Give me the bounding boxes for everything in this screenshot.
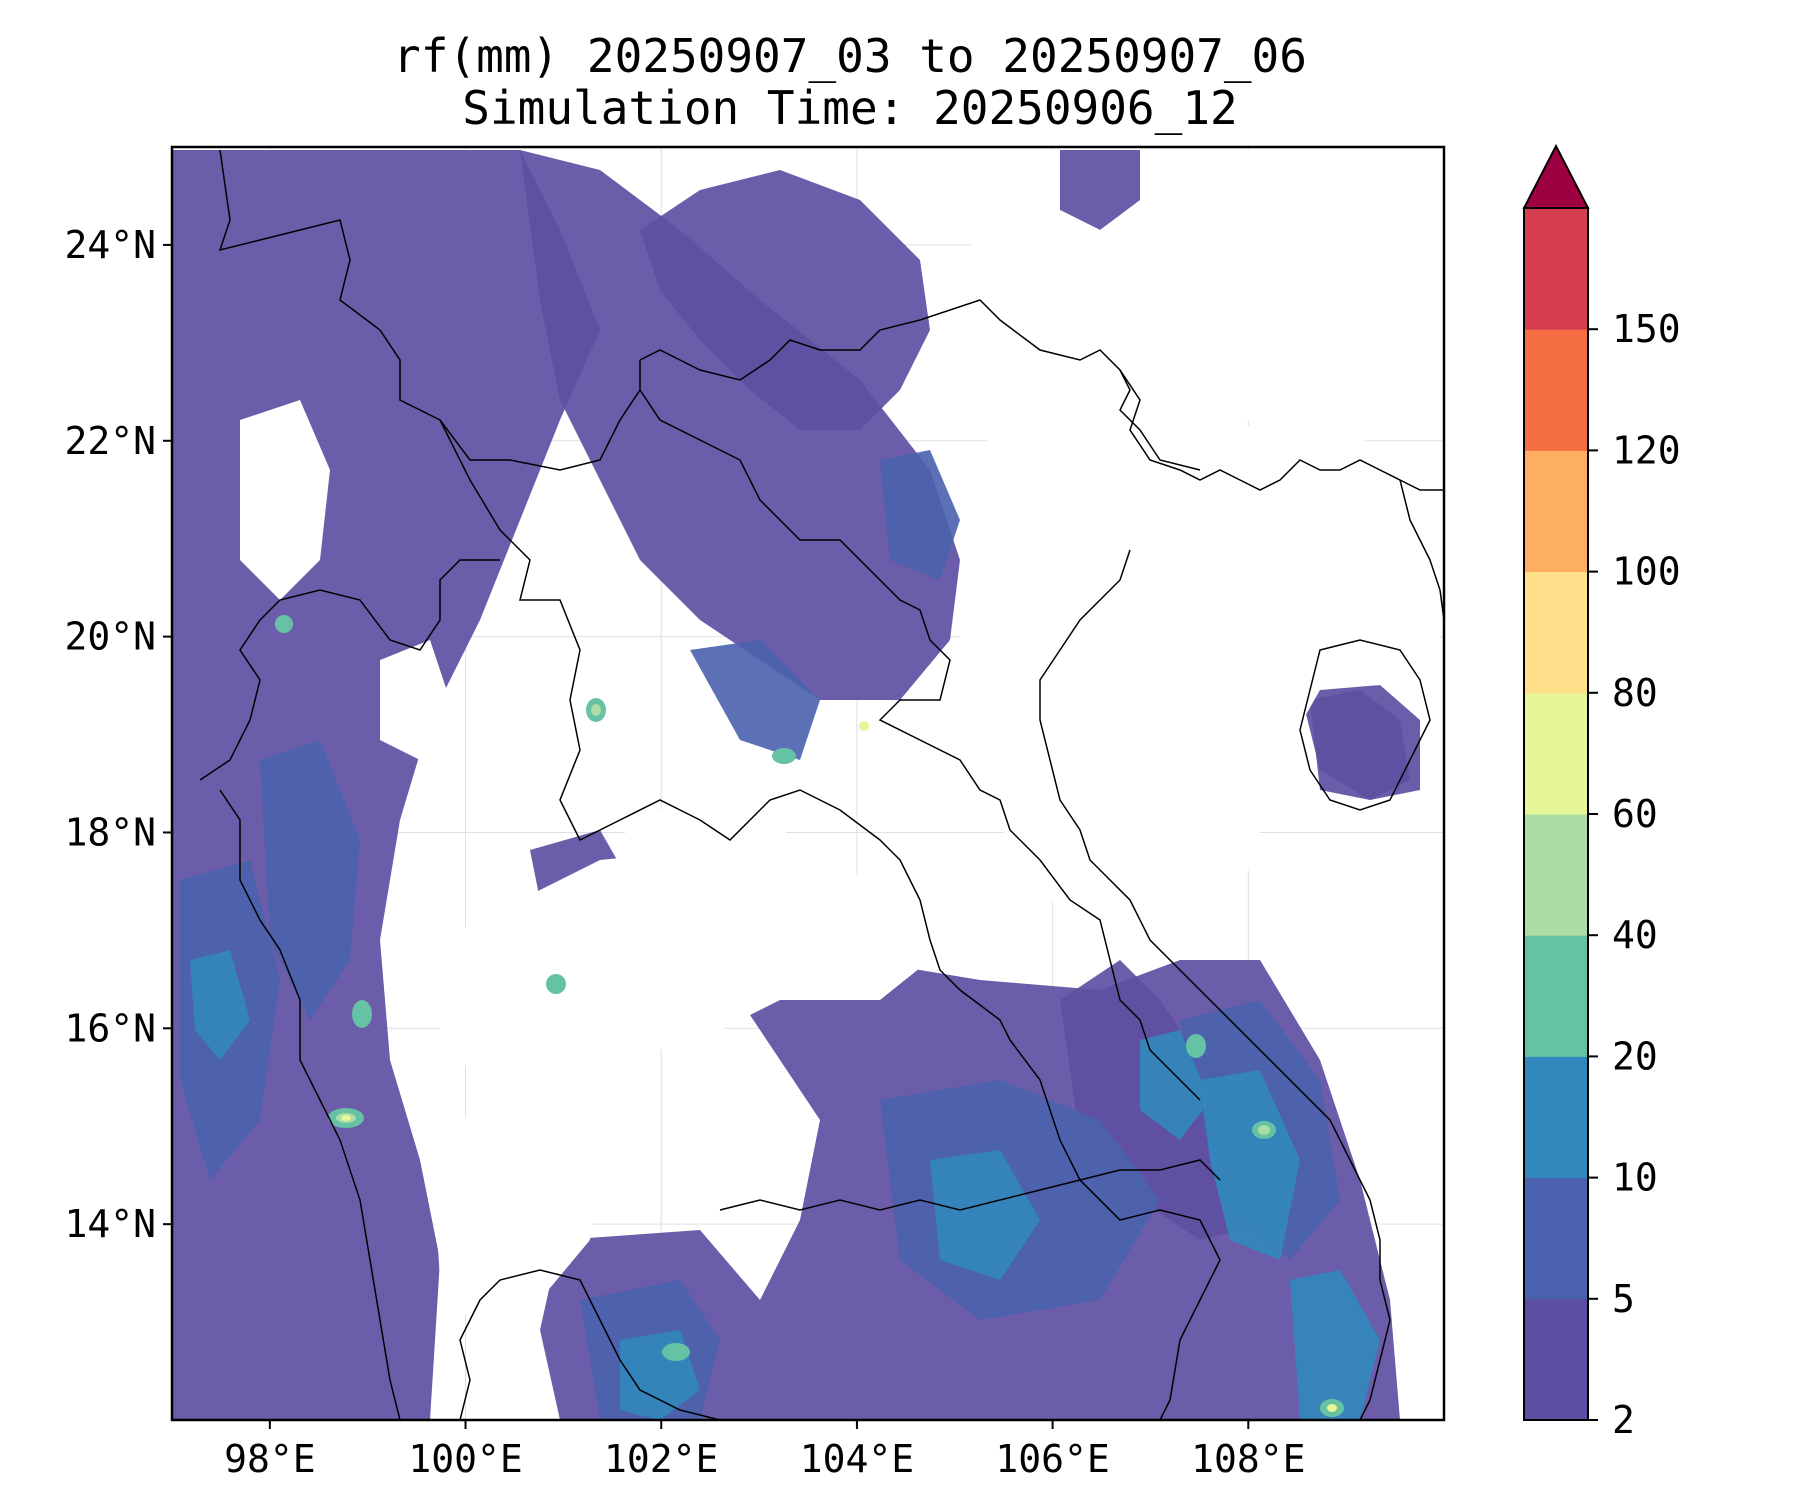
coast-gulf-of-thailand — [459, 1269, 721, 1420]
dry-area-myanmar-east — [240, 400, 330, 600]
coast-hainan — [1299, 639, 1431, 811]
colorbar: 2 5 10 20 40 60 80 100 120 150 — [1522, 143, 1681, 1442]
colorbar-segment — [1524, 571, 1588, 694]
map-title: rf(mm) 20250907_03 to 20250907_06 — [393, 29, 1307, 83]
border-thailand-myanmar — [219, 789, 401, 1420]
rain-60-80-core-3 — [1327, 1404, 1337, 1412]
rain-20-40-spot-8 — [546, 974, 566, 994]
colorbar-label: 10 — [1612, 1156, 1658, 1200]
border-cambodia-vietnam — [1009, 1039, 1221, 1420]
rain-40-60-core-3 — [591, 704, 601, 716]
colorbar-label: 120 — [1612, 428, 1681, 472]
border-thailand-cambodia — [719, 1159, 1221, 1211]
rain-20-40-spot-5 — [772, 748, 796, 764]
colorbar-label: 80 — [1612, 671, 1658, 715]
y-tick-label: 18°N — [64, 810, 156, 854]
colorbar-segment — [1524, 329, 1588, 451]
map-subtitle: Simulation Time: 20250906_12 — [462, 81, 1238, 135]
coastlines-and-borders — [199, 149, 1444, 1420]
colorbar-segment — [1524, 692, 1588, 815]
y-tick-label: 20°N — [64, 615, 156, 659]
colorbar-label: 40 — [1612, 913, 1658, 957]
y-tick-label: 22°N — [64, 419, 156, 463]
rain-5-10-myanmar — [260, 740, 360, 1020]
border-myanmar-china — [218, 149, 641, 471]
colorbar-segment — [1524, 814, 1588, 936]
rain-region-northeast-spots — [1060, 150, 1140, 230]
colorbar-segment — [1524, 208, 1588, 330]
dry-area-thailand — [440, 850, 930, 1080]
rain-20-40-spot-7 — [662, 1343, 690, 1361]
rain-20-40-spot-2 — [1186, 1034, 1206, 1058]
rain-5-10-north — [880, 450, 960, 580]
colorbar-segment — [1524, 1177, 1588, 1300]
colorbar-segment — [1524, 1056, 1588, 1179]
colorbar-label: 150 — [1612, 307, 1681, 351]
colorbar-label: 20 — [1612, 1034, 1658, 1078]
colorbar-label: 2 — [1612, 1398, 1635, 1442]
border-china-laos-vietnam — [639, 299, 1201, 471]
border-laos-vietnam-north — [639, 389, 1011, 831]
map-panel: 98°E 100°E 102°E 104°E 106°E 108°E 24°N 22°N 20°… — [64, 145, 1446, 1481]
dry-area-gulf-thailand — [430, 1110, 600, 1320]
axis-ticks: 98°E 100°E 102°E 104°E 106°E 108°E 24°N 22°N 20°… — [64, 223, 1305, 1481]
border-laos-thailand-mekong — [439, 419, 1011, 1041]
rain-region-north-bands — [520, 150, 960, 700]
rain-region-hainan — [1310, 690, 1410, 800]
rainfall-field — [172, 150, 1444, 1420]
colorbar-label: 100 — [1612, 550, 1681, 594]
x-tick-label: 100°E — [408, 1437, 522, 1481]
rain-20-40-spot-10 — [275, 615, 293, 633]
dry-area-northwest-gap — [380, 640, 450, 760]
y-tick-label: 14°N — [64, 1202, 156, 1246]
coast-vietnam-north — [1119, 369, 1444, 491]
rain-20-40-spot-9 — [352, 1000, 372, 1028]
rain-10-20-vietnam — [930, 1150, 1040, 1280]
coast-leizhou — [1399, 479, 1444, 621]
dry-area-yunnan — [940, 150, 1444, 420]
rain-60-80-core-1 — [341, 1115, 351, 1121]
rain-5-10-laos — [690, 640, 820, 760]
rain-10-20-cambodia-east — [1200, 1070, 1300, 1260]
colorbar-label: 60 — [1612, 792, 1658, 836]
colorbar-label: 5 — [1612, 1277, 1635, 1321]
x-tick-label: 98°E — [224, 1437, 316, 1481]
map-frame — [170, 145, 1446, 1422]
border-laos-vietnam-central — [1009, 829, 1201, 1101]
rain-40-60-core-2 — [1258, 1125, 1270, 1135]
dry-area-gulf — [1100, 420, 1440, 900]
colorbar-segment — [1524, 450, 1588, 573]
x-tick-label: 106°E — [995, 1437, 1109, 1481]
y-tick-label: 24°N — [64, 223, 156, 267]
x-tick-label: 102°E — [604, 1437, 718, 1481]
border-myanmar-thailand-north — [199, 559, 500, 781]
dry-area-khorat — [620, 800, 800, 880]
coast-vietnam-gulf — [1039, 549, 1391, 1420]
rain-10-20-myanmar — [190, 950, 250, 1060]
x-tick-label: 104°E — [800, 1437, 914, 1481]
title-block: rf(mm) 20250907_03 to 20250907_06 Simula… — [0, 14, 1800, 144]
rain-10-20-south-coast — [1290, 1270, 1380, 1420]
colorbar-segment — [1524, 935, 1588, 1057]
colorbar-segment — [1524, 1298, 1588, 1421]
rain-region-yunnan-east — [640, 170, 930, 430]
x-tick-label: 108°E — [1191, 1437, 1305, 1481]
y-tick-label: 16°N — [64, 1006, 156, 1050]
colorbar-extend-arrow — [1522, 143, 1590, 209]
rain-60-80-core-2 — [859, 721, 869, 731]
